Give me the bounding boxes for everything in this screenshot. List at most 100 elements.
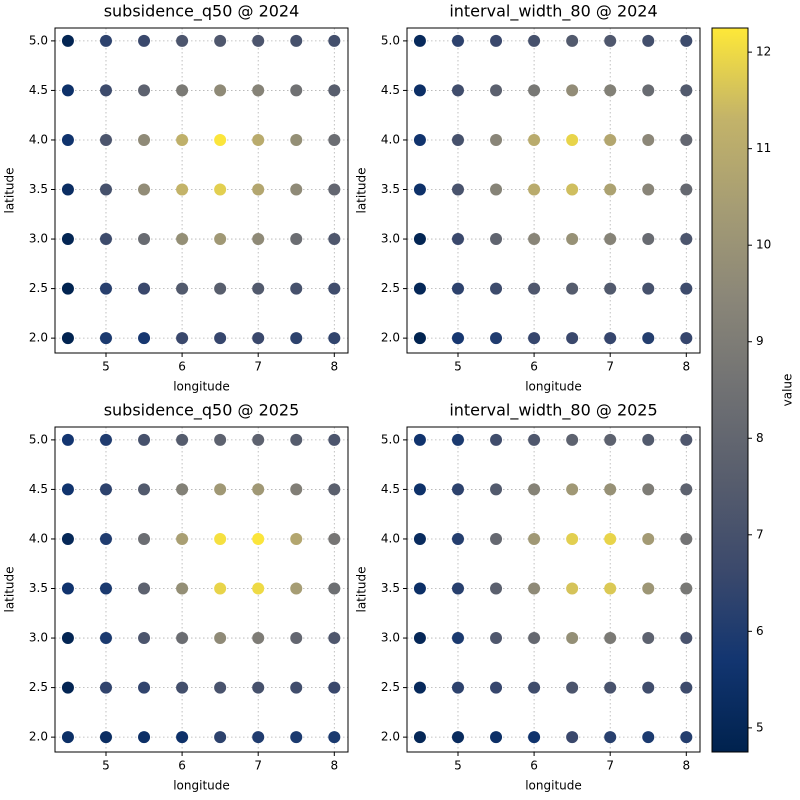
scatter-point [61,483,74,496]
scatter-point [138,731,151,744]
scatter-point [252,681,265,694]
scatter-point [176,483,189,496]
x-axis-label: longitude [173,380,230,394]
y-tick-label: 5.0 [381,432,400,446]
x-tick-label: 6 [530,759,538,773]
x-tick-label: 5 [454,360,462,374]
scatter-point [99,731,112,744]
scatter-point [138,133,151,146]
axes-frame [406,426,701,753]
x-tick-label: 7 [254,759,262,773]
colorbar [711,27,749,753]
x-tick-label: 8 [330,759,338,773]
scatter-point [214,483,227,496]
scatter-point [566,582,579,595]
scatter-point [642,483,655,496]
scatter-point [604,483,617,496]
x-tick-label: 7 [254,360,262,374]
scatter-point [214,34,227,47]
scatter-point [61,282,74,295]
scatter-point [604,133,617,146]
scatter-point [413,282,426,295]
scatter-point [252,34,265,47]
colorbar-tick-label: 10 [756,238,771,252]
scatter-point [490,632,503,645]
scatter-point [528,282,541,295]
scatter-point [413,632,426,645]
scatter-point [214,681,227,694]
y-tick-label: 3.0 [381,232,400,246]
colorbar-tick-label: 5 [756,720,764,734]
y-tick-label: 3.0 [29,232,48,246]
scatter-point [252,532,265,545]
colorbar-label: value [781,374,795,407]
scatter-point [451,183,464,196]
scatter-point [528,681,541,694]
scatter-point [604,681,617,694]
scatter-point [138,681,151,694]
scatter-point [252,582,265,595]
scatter-point [328,332,341,345]
x-axis-label: longitude [525,779,582,793]
scatter-point [680,433,693,446]
scatter-point [328,532,341,545]
scatter-point [290,433,303,446]
scatter-point [604,282,617,295]
chart-title: interval_width_80 @ 2025 [449,401,657,421]
y-axis-label: latitude [355,566,369,612]
scatter-point [604,632,617,645]
scatter-point [138,582,151,595]
scatter-point [290,282,303,295]
x-axis-label: longitude [525,380,582,394]
scatter-point [566,483,579,496]
y-tick-label: 4.0 [381,132,400,146]
scatter-point [451,233,464,246]
y-tick-label: 2.0 [381,331,400,345]
scatter-point [566,681,579,694]
y-tick-label: 4.0 [29,132,48,146]
scatter-point [642,433,655,446]
scatter-point [61,34,74,47]
scatter-point [528,731,541,744]
y-tick-label: 2.5 [29,281,48,295]
scatter-point [413,582,426,595]
scatter-point [528,84,541,97]
scatter-point [290,84,303,97]
y-tick-label: 3.5 [29,581,48,595]
scatter-point [604,183,617,196]
scatter-point [490,282,503,295]
scatter-point [490,731,503,744]
scatter-point [61,433,74,446]
scatter-point [413,532,426,545]
scatter-point [99,84,112,97]
scatter-point [99,34,112,47]
scatter-point [99,282,112,295]
scatter-point [680,483,693,496]
scatter-point [528,233,541,246]
scatter-point [328,34,341,47]
scatter-point [642,681,655,694]
scatter-point [413,183,426,196]
scatter-point [214,183,227,196]
scatter-point [451,332,464,345]
scatter-point [138,332,151,345]
scatter-point [490,681,503,694]
scatter-point [413,84,426,97]
scatter-point [214,632,227,645]
scatter-point [604,532,617,545]
scatter-point [566,731,579,744]
colorbar-tick-label: 8 [756,431,764,445]
scatter-point [99,433,112,446]
scatter-point [328,183,341,196]
scatter-point [490,433,503,446]
y-tick-label: 4.5 [29,83,48,97]
colorbar-tick-label: 7 [756,527,764,541]
scatter-point [176,34,189,47]
scatter-point [528,183,541,196]
scatter-point [252,84,265,97]
scatter-point [528,433,541,446]
scatter-point [451,133,464,146]
plot-area [407,427,700,752]
scatter-point [328,681,341,694]
